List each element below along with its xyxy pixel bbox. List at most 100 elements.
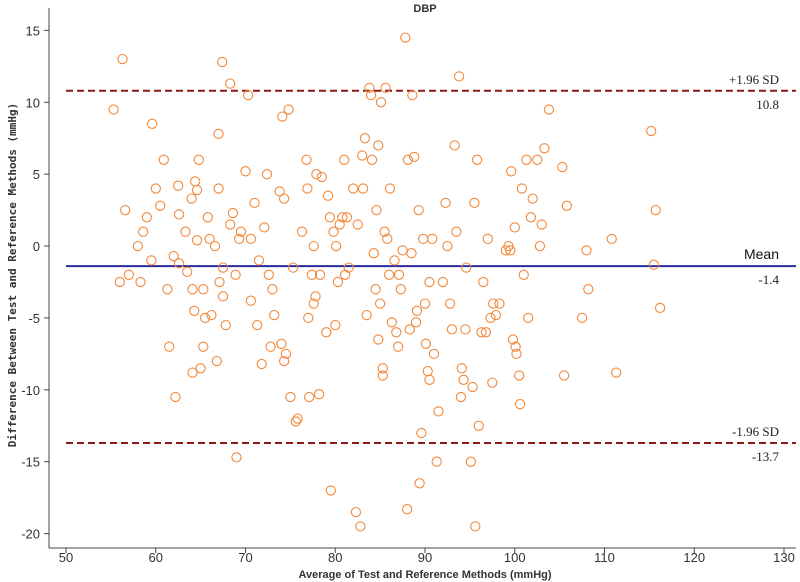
data-point	[509, 222, 520, 233]
data-point	[296, 226, 308, 237]
data-point	[451, 226, 462, 237]
data-point	[506, 166, 517, 177]
data-point	[521, 154, 532, 165]
data-point	[330, 240, 342, 252]
data-point	[487, 377, 498, 388]
data-point	[419, 298, 431, 309]
data-point	[458, 374, 469, 385]
data-point	[514, 399, 526, 410]
data-point	[437, 276, 449, 288]
data-point	[141, 212, 152, 223]
data-point	[377, 363, 388, 374]
data-point	[383, 269, 395, 280]
data-point	[290, 416, 301, 427]
y-tick-label: -5	[28, 311, 40, 326]
data-point	[418, 233, 429, 245]
data-point	[265, 341, 276, 352]
data-point	[469, 197, 480, 209]
data-point	[386, 317, 397, 328]
data-point	[485, 312, 496, 324]
data-point	[476, 327, 487, 338]
data-point	[206, 309, 217, 321]
data-point	[393, 269, 405, 280]
data-point	[488, 298, 499, 309]
data-point	[374, 298, 386, 309]
data-point	[334, 219, 345, 230]
data-point	[514, 370, 525, 381]
data-point	[324, 212, 336, 223]
data-point	[285, 391, 296, 403]
data-point	[355, 521, 366, 532]
data-point	[422, 365, 433, 377]
data-point	[371, 204, 382, 216]
data-point	[314, 269, 326, 280]
data-point	[147, 118, 158, 129]
data-point	[366, 154, 378, 165]
data-point	[187, 367, 198, 378]
data-point	[325, 485, 336, 496]
data-point	[274, 186, 285, 197]
data-point	[269, 309, 280, 321]
mean-label: Mean	[744, 246, 779, 262]
x-tick-label: 50	[59, 550, 73, 565]
upper-loa-value: 10.8	[756, 97, 779, 112]
data-point	[117, 53, 128, 65]
upper-loa-label: +1.96 SD	[729, 72, 779, 87]
data-point	[199, 312, 211, 324]
y-tick-label: 0	[33, 239, 40, 254]
data-point	[155, 200, 166, 211]
data-point	[364, 82, 375, 94]
data-point	[191, 235, 203, 246]
data-point	[337, 212, 348, 223]
data-point	[278, 355, 290, 367]
x-tick-label: 60	[149, 550, 163, 565]
data-point	[453, 71, 465, 82]
data-point	[606, 233, 617, 245]
data-point	[456, 363, 467, 374]
data-point	[650, 204, 661, 216]
data-point	[518, 269, 529, 280]
data-point	[308, 240, 319, 252]
data-point	[301, 154, 312, 165]
data-point	[322, 190, 334, 201]
data-point	[180, 226, 191, 237]
data-point	[245, 295, 257, 306]
data-point	[410, 317, 422, 328]
data-point	[193, 154, 204, 165]
data-point	[404, 324, 415, 335]
x-axis-title: Average of Test and Reference Methods (m…	[298, 569, 551, 581]
data-point	[168, 250, 179, 262]
data-point	[303, 312, 314, 324]
data-point	[525, 212, 537, 223]
data-point	[348, 183, 359, 194]
data-point	[190, 176, 201, 187]
data-point	[138, 226, 149, 237]
data-point	[287, 262, 299, 273]
data-point	[278, 193, 290, 204]
data-point	[440, 197, 451, 209]
data-point	[310, 291, 321, 302]
data-point	[283, 104, 294, 115]
data-point	[449, 140, 460, 151]
data-point	[245, 233, 257, 245]
x-tick-label: 130	[773, 550, 795, 565]
data-point	[328, 226, 339, 237]
x-tick-label: 120	[683, 550, 705, 565]
data-point	[164, 341, 175, 352]
data-point	[162, 284, 173, 295]
data-point	[158, 154, 169, 165]
data-point	[558, 370, 570, 381]
data-point	[377, 370, 388, 381]
data-point	[361, 309, 372, 321]
data-point	[646, 125, 657, 137]
y-tick-label: 15	[26, 23, 40, 38]
data-point	[470, 521, 481, 532]
data-point	[414, 478, 425, 489]
data-point	[150, 183, 161, 194]
data-point	[235, 226, 247, 237]
data-point	[234, 233, 245, 245]
data-point	[213, 183, 224, 194]
data-point	[536, 219, 547, 230]
data-point	[120, 204, 131, 216]
data-point	[389, 255, 400, 266]
